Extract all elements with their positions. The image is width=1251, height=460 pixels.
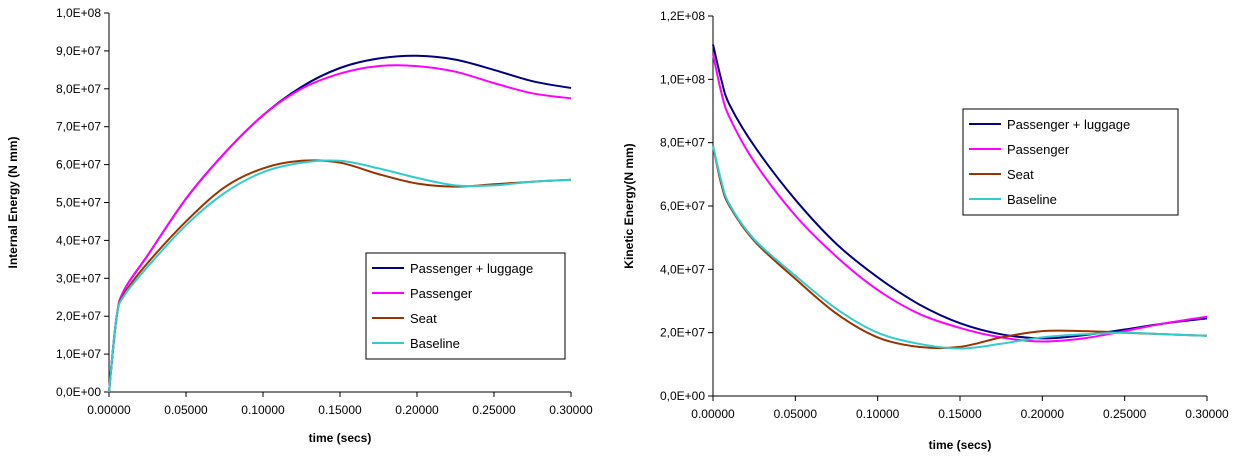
y-tick-label: 2,0E+07 — [660, 326, 705, 340]
series-line-baseline — [108, 159, 572, 393]
legend-label: Passenger — [410, 286, 473, 301]
legend: Passenger + luggage Passenger Seat Baseline — [365, 252, 566, 360]
chart-2: 0,0E+00 2,0E+07 4,0E+07 6,0E+07 8,0E+07 1,0E+… — [622, 9, 1229, 452]
legend-label: Baseline — [410, 336, 460, 351]
y-tick-label: 1,0E+07 — [56, 347, 101, 361]
x-tick-label: 0.30000 — [549, 403, 593, 417]
y-tick-label: 4,0E+07 — [660, 262, 705, 276]
y-tick-label: 1,2E+08 — [660, 9, 705, 23]
y-tick-label: 1,0E+08 — [56, 6, 101, 20]
y-tick-label: 6,0E+07 — [56, 158, 101, 172]
legend-label: Passenger — [1007, 142, 1070, 157]
y-axis-title: Internal Energy (N mm) — [6, 136, 20, 268]
series-line-baseline — [712, 145, 1208, 350]
legend: Passenger + luggage Passenger Seat Baseline — [962, 108, 1179, 216]
x-tick-label: 0.00000 — [87, 403, 131, 417]
legend-label: Passenger + luggage — [1007, 117, 1130, 132]
x-tick-label: 0.25000 — [1103, 407, 1147, 421]
x-tick-label: 0.20000 — [395, 403, 439, 417]
x-tick-label: 0.00000 — [691, 407, 735, 421]
legend-label: Seat — [1007, 167, 1034, 182]
y-tick-label: 2,0E+07 — [56, 309, 101, 323]
chart-1: 0,0E+00 1,0E+07 2,0E+07 3,0E+07 4,0E+07 5,0E+… — [6, 6, 593, 445]
x-tick-label: 0.05000 — [164, 403, 208, 417]
y-tick-label: 1,0E+08 — [660, 72, 705, 86]
x-tick-label: 0.10000 — [241, 403, 285, 417]
y-axis-title: Kinetic Energy(N mm) — [622, 143, 636, 268]
x-axis-title: time (secs) — [929, 438, 992, 452]
x-tick-label: 0.15000 — [938, 407, 982, 421]
y-tick-label: 6,0E+07 — [660, 199, 705, 213]
legend-label: Passenger + luggage — [410, 261, 533, 276]
y-tick-label: 0,0E+00 — [56, 385, 101, 399]
legend-box — [962, 108, 1179, 216]
y-tick-label: 3,0E+07 — [56, 271, 101, 285]
y-tick-label: 5,0E+07 — [56, 196, 101, 210]
x-tick-label: 0.05000 — [774, 407, 818, 421]
y-tick-label: 7,0E+07 — [56, 120, 101, 134]
y-tick-label: 8,0E+07 — [56, 82, 101, 96]
x-axis-title: time (secs) — [309, 431, 372, 445]
x-tick-label: 0.15000 — [318, 403, 362, 417]
legend-label: Baseline — [1007, 192, 1057, 207]
y-tick-label: 9,0E+07 — [56, 44, 101, 58]
x-tick-label: 0.25000 — [472, 403, 516, 417]
y-tick-label: 4,0E+07 — [56, 233, 101, 247]
legend-box — [365, 252, 566, 360]
series-line-passenger — [108, 64, 572, 393]
y-tick-label: 8,0E+07 — [660, 136, 705, 150]
x-tick-label: 0.30000 — [1185, 407, 1229, 421]
legend-label: Seat — [410, 311, 437, 326]
x-tick-label: 0.20000 — [1021, 407, 1065, 421]
x-tick-label: 0.10000 — [856, 407, 900, 421]
y-tick-label: 0,0E+00 — [660, 389, 705, 403]
